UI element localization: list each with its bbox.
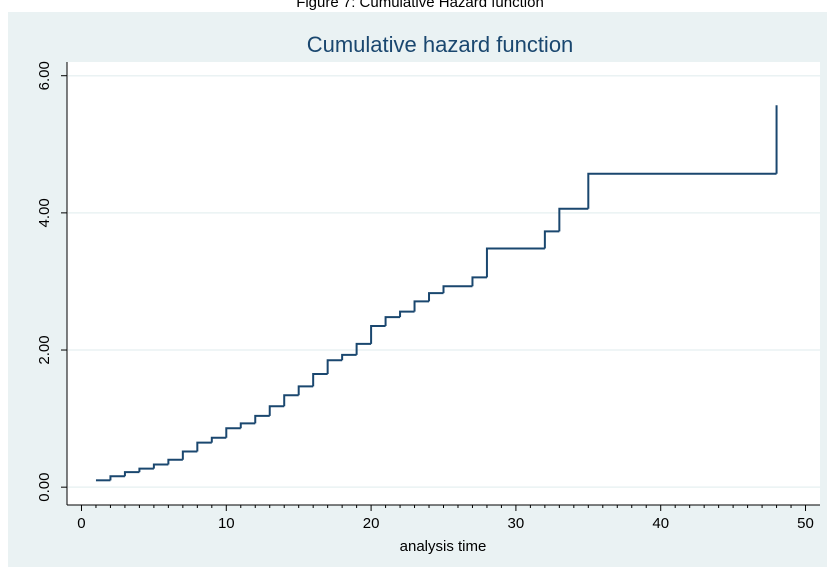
step-segment bbox=[109, 475, 125, 481]
step-segment bbox=[312, 373, 328, 387]
step-segment bbox=[413, 300, 430, 312]
x-tick-label: 20 bbox=[363, 515, 380, 532]
step-segment bbox=[123, 471, 140, 477]
y-tick-label: 6.00 bbox=[36, 61, 53, 90]
step-segment bbox=[558, 207, 589, 232]
step-segment bbox=[428, 292, 444, 302]
chart-title: Cumulative hazard function bbox=[307, 32, 574, 57]
figure-caption: Figure 7: Cumulative Hazard function bbox=[296, 0, 544, 11]
x-tick-label: 50 bbox=[797, 515, 814, 532]
y-tick-label: 4.00 bbox=[36, 198, 53, 227]
step-segment bbox=[384, 316, 401, 327]
x-tick-label: 40 bbox=[652, 515, 669, 532]
step-segment bbox=[196, 441, 212, 452]
step-segment bbox=[471, 276, 487, 287]
step-segment bbox=[485, 247, 545, 278]
step-segment bbox=[587, 172, 777, 209]
step-segment bbox=[370, 325, 386, 344]
step-segment bbox=[283, 394, 299, 407]
step-segment bbox=[210, 436, 227, 443]
step-segment bbox=[268, 405, 285, 416]
step-segment bbox=[297, 385, 314, 396]
step-segment bbox=[399, 310, 415, 318]
step-segment bbox=[152, 463, 169, 469]
x-tick-label: 0 bbox=[77, 515, 85, 532]
step-segment bbox=[138, 467, 154, 473]
step-segment bbox=[326, 359, 343, 375]
x-axis-label: analysis time bbox=[400, 538, 487, 555]
step-segment bbox=[442, 285, 473, 294]
step-segment bbox=[181, 450, 198, 460]
plot-area bbox=[67, 62, 820, 505]
y-tick-label: 0.00 bbox=[36, 473, 53, 502]
step-segment bbox=[543, 230, 560, 249]
step-segment bbox=[355, 342, 372, 355]
y-tick-label: 2.00 bbox=[36, 335, 53, 364]
step-segment bbox=[225, 427, 241, 438]
step-segment bbox=[167, 458, 183, 465]
step-segment bbox=[341, 353, 357, 361]
x-tick-label: 10 bbox=[218, 515, 235, 532]
step-segment bbox=[239, 422, 256, 429]
x-tick-label: 30 bbox=[508, 515, 525, 532]
step-segment bbox=[254, 414, 270, 424]
